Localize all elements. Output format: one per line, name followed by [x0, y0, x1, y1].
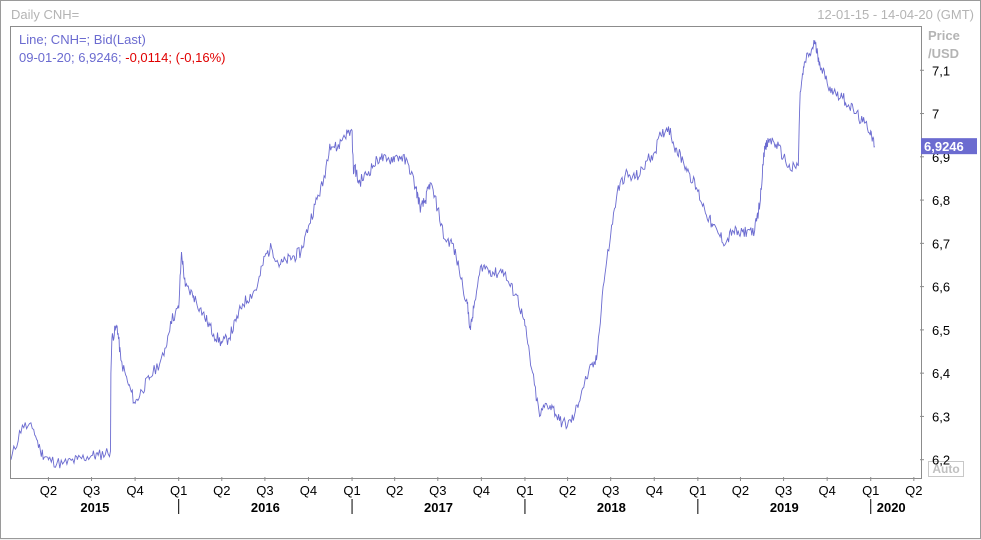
x-tick-label: Q4: [646, 483, 663, 498]
last-value-box: [921, 138, 977, 155]
y-tick-label: 6,5: [932, 323, 950, 338]
x-tick-label: Q1: [516, 483, 533, 498]
year-label: 2020: [877, 500, 906, 515]
x-tick-label: Q1: [170, 483, 187, 498]
x-tick-label: Q2: [905, 483, 922, 498]
x-tick-label: Q2: [213, 483, 230, 498]
x-tick-label: Q4: [126, 483, 143, 498]
x-tick-label: Q1: [862, 483, 879, 498]
x-tick-label: Q3: [775, 483, 792, 498]
legend-last-value: 09-01-20; 6,9246; -0,0114; (-0,16%): [19, 50, 225, 65]
axis-unit-usd: /USD: [928, 46, 960, 61]
legend-series-label: Line; CNH=; Bid(Last): [19, 32, 146, 47]
y-tick-label: 6,4: [932, 366, 950, 381]
y-tick-label: 6,2: [932, 453, 950, 468]
year-label: 2018: [597, 500, 626, 515]
x-tick-label: Q1: [689, 483, 706, 498]
x-tick-label: Q4: [300, 483, 317, 498]
x-tick-label: Q3: [429, 483, 446, 498]
x-tick-label: Q2: [40, 483, 57, 498]
y-tick-label: 6,3: [932, 409, 950, 424]
y-tick-label: 7: [932, 107, 939, 122]
y-tick-label: 6,7: [932, 236, 950, 251]
legend-date-price: 09-01-20; 6,9246;: [19, 50, 122, 65]
x-tick-label: Q3: [602, 483, 619, 498]
chart-title: Daily CNH=: [11, 7, 80, 22]
x-tick-label: Q3: [256, 483, 273, 498]
year-label: 2016: [251, 500, 280, 515]
x-tick-label: Q1: [343, 483, 360, 498]
x-tick-label: Q4: [818, 483, 835, 498]
last-value-label: 6,9246: [924, 139, 964, 154]
year-label: 2015: [80, 500, 109, 515]
y-tick-label: 6,8: [932, 193, 950, 208]
series-line-cnh: [10, 39, 875, 469]
x-tick-label: Q2: [386, 483, 403, 498]
year-label: 2019: [770, 500, 799, 515]
plot-area[interactable]: [10, 26, 922, 479]
auto-scale-button[interactable]: Auto: [928, 461, 964, 477]
axis-unit-price: Price: [928, 28, 960, 43]
y-tick-label: 6,6: [932, 280, 950, 295]
x-tick-label: Q4: [473, 483, 490, 498]
x-tick-label: Q3: [83, 483, 100, 498]
year-label: 2017: [424, 500, 453, 515]
legend-change: -0,0114; (-0,16%): [125, 50, 226, 65]
y-tick-label: 7,1: [932, 63, 950, 78]
x-tick-label: Q2: [559, 483, 576, 498]
date-range: 12-01-15 - 14-04-20 (GMT): [817, 7, 974, 22]
x-tick-label: Q2: [732, 483, 749, 498]
